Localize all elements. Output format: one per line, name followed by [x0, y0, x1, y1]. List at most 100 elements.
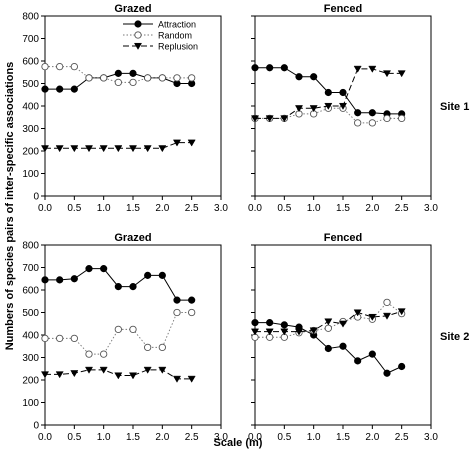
panel-1-point-random [173, 74, 181, 82]
panel-2-point-replusion [397, 70, 406, 78]
panel-4-point-replusion [382, 312, 392, 320]
panels-layer: Grazed 0.0 0.5 1.0 1.5 2.0 2.5 3.0 0 100 200 300 400… [22, 3, 438, 443]
panel-4-x-tick-label: 2.5 [395, 432, 409, 443]
panel-1-x-tick-label: 3.0 [214, 203, 228, 214]
panel-2-series-attraction [251, 64, 406, 118]
panel-1-series-random [41, 62, 196, 87]
panel-1-y-tick-label: 700 [22, 34, 39, 45]
panel-3-frame [44, 244, 222, 426]
panel-3-point-attraction [100, 265, 108, 273]
panel-1-point-random [100, 74, 108, 82]
panel-2-x-tick-label: 1.0 [307, 203, 321, 214]
panel-2-point-replusion [353, 65, 362, 73]
panel-3-point-attraction [173, 296, 181, 304]
panel-1-point-replusion [70, 145, 79, 153]
panel-3-point-attraction [85, 265, 93, 273]
panel-1-point-random [114, 78, 122, 87]
panel-1-y-tick-label: 800 [22, 12, 39, 23]
panel-4-point-attraction [251, 319, 259, 327]
panel-4-x-tick-label: 2.0 [365, 432, 379, 443]
panel-3-series-line-random [45, 312, 192, 355]
panel-1-x-tick-label: 1.0 [97, 203, 111, 214]
panel-4-point-attraction [324, 344, 332, 353]
panel-4-x-tick-label: 0.5 [277, 432, 291, 443]
panel-3-point-attraction [158, 271, 166, 279]
panel-1-point-random [56, 62, 64, 71]
panel-2-point-attraction [339, 88, 347, 97]
panel-4-point-attraction [280, 321, 288, 329]
panel-3-point-random [100, 350, 108, 358]
panel-1-y-tick-label: 600 [22, 57, 39, 68]
panel-4-point-random [324, 324, 332, 332]
panel-3-point-replusion [114, 372, 123, 380]
panel-1-point-random [144, 74, 152, 82]
panel-1-point-random [129, 78, 137, 87]
panel-1-y-tick-label: 200 [22, 147, 39, 158]
panel-4-point-replusion [280, 328, 289, 336]
panel-1-point-random [70, 62, 78, 71]
y-axis-label: Numbers of species pairs of inter-specif… [4, 62, 16, 351]
panel-4-point-attraction [368, 350, 376, 358]
panel-3-x-tick-label: 0.5 [67, 432, 81, 443]
panel-3-point-random [158, 343, 166, 352]
panel-3-point-attraction [56, 276, 64, 284]
legend-label-replusion: Replusion [158, 42, 198, 52]
panel-1-x-tick-label: 0.0 [38, 203, 52, 214]
panel-4-title: Fenced [324, 232, 363, 244]
panel-2-point-replusion [324, 102, 333, 110]
panel-3-point-replusion [55, 371, 64, 379]
panel-3-title: Grazed [114, 232, 151, 244]
panel-2-point-attraction [295, 73, 303, 81]
panel-1-x-tick-label: 2.5 [185, 203, 199, 214]
panel-3-point-random [70, 334, 78, 343]
panel-1-point-random [188, 74, 196, 82]
panel-3-x-tick-label: 0.0 [38, 432, 52, 443]
panel-2-series-line-random [255, 107, 402, 124]
panel-3-y-tick-label: 100 [22, 398, 39, 409]
panel-2-point-replusion [338, 102, 348, 110]
panel-1-point-random [158, 74, 166, 82]
panel-4-point-attraction [398, 362, 406, 371]
panel-1-series-replusion [40, 139, 196, 153]
panel-4-point-replusion [309, 327, 318, 335]
panel-2-point-attraction [368, 109, 376, 117]
panel-1-x-tick-label: 1.5 [126, 203, 140, 214]
panel-2-point-replusion [265, 115, 274, 123]
panel-2-point-attraction [280, 64, 288, 72]
legend-label-attraction: Attraction [158, 20, 196, 30]
panel-3-x-tick-label: 1.5 [126, 432, 140, 443]
panel-3-point-random [114, 325, 122, 334]
panel-2-point-replusion [250, 115, 260, 123]
panel-1-y-tick-label: 400 [22, 102, 39, 113]
panel-4-series-replusion [250, 308, 406, 336]
panel-2-point-random [383, 114, 391, 123]
panel-4-x-tick-label: 1.5 [336, 432, 350, 443]
panel-1-point-replusion [187, 139, 196, 147]
panel-2-point-replusion [309, 105, 318, 113]
panel-2-series-replusion [250, 65, 406, 123]
panel-4-point-random [383, 298, 391, 307]
panel-2-x-tick-label: 0.5 [277, 203, 291, 214]
panel-2-x-tick-label: 0.0 [248, 203, 262, 214]
panel-2-x-tick-label: 3.0 [424, 203, 438, 214]
panel-2-point-attraction [354, 109, 362, 117]
panel-4-point-replusion [324, 318, 333, 326]
panel-1-y-tick-label: 300 [22, 124, 39, 135]
panel-1-point-replusion [172, 139, 182, 147]
panel-1-y-tick-label: 0 [33, 192, 39, 203]
panel-3-point-replusion [187, 375, 196, 383]
panel-3-point-replusion [84, 366, 94, 374]
panel-2-point-replusion [294, 105, 304, 113]
panel-1-title: Grazed [114, 3, 151, 15]
panel-1-x-tick-label: 0.5 [67, 203, 81, 214]
panel-3-y-tick-label: 0 [33, 421, 39, 432]
panel-4-point-replusion [294, 328, 304, 336]
panel-4-x-tick-label: 3.0 [424, 432, 438, 443]
panel-1-point-attraction [41, 85, 49, 93]
panel-3-x-tick-label: 1.0 [97, 432, 111, 443]
panel-3-y-tick-label: 600 [22, 286, 39, 297]
panel-4-point-attraction [266, 319, 274, 327]
panel-1-point-replusion [55, 145, 64, 153]
panel-4-x-tick-label: 0.0 [248, 432, 262, 443]
row-label-site-2: Site 2 [440, 331, 469, 343]
